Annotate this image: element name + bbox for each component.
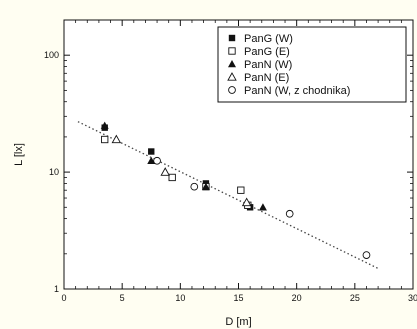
x-tick-label: 25: [350, 293, 360, 303]
legend-marker-series2: [228, 47, 236, 55]
x-axis-ticks: 0 5 10 15 20 25 30: [61, 20, 417, 303]
x-axis-label: D [m]: [225, 316, 251, 328]
legend-label: PanN (W): [244, 59, 292, 71]
legend-label: PanG (E): [244, 46, 290, 58]
data-point-series3-3: [201, 182, 210, 190]
data-point-series3-4: [258, 203, 267, 211]
x-tick-label: 5: [120, 293, 125, 303]
legend: PanG (W)PanG (E)PanN (W)PanN (E)PanN (W,…: [217, 26, 407, 103]
data-point-series2-1: [101, 135, 109, 144]
x-tick-label: 10: [175, 293, 185, 303]
y-tick-label: 1: [54, 284, 59, 294]
data-point-series5-1: [153, 156, 161, 165]
legend-marker-series5: [228, 86, 236, 94]
legend-marker-series4: [227, 72, 237, 81]
data-point-series5-2: [190, 182, 199, 191]
data-point-series2-4: [237, 186, 245, 194]
y-tick-label: 100: [44, 50, 59, 60]
legend-label: PanN (W, z chodnika): [244, 85, 350, 97]
data-point-series5-3: [285, 209, 294, 218]
data-point-series1-2: [148, 148, 155, 155]
data-point-series2-2: [168, 173, 176, 182]
x-tick-label: 30: [408, 293, 417, 303]
y-axis-ticks: 1 10 100: [44, 50, 413, 294]
data-point-series4-2: [160, 167, 170, 176]
x-tick-label: 0: [61, 293, 66, 303]
x-tick-label: 20: [292, 293, 302, 303]
data-point-series3-1: [100, 121, 109, 129]
data-point-series4-3: [241, 197, 252, 207]
legend-label: PanG (W): [244, 33, 293, 45]
y-tick-label: 10: [49, 167, 59, 177]
x-tick-label: 15: [233, 293, 243, 303]
y-axis-label: L [lx]: [13, 143, 25, 166]
data-point-series5-4: [362, 251, 371, 259]
legend-marker-series1: [228, 34, 236, 42]
data-markers: [100, 121, 371, 259]
data-point-series3-2: [147, 156, 156, 164]
legend-label: PanN (E): [244, 72, 289, 84]
legend-marker-series3: [228, 60, 236, 68]
data-point-series4-1: [111, 134, 122, 144]
legend-box: [217, 26, 407, 103]
